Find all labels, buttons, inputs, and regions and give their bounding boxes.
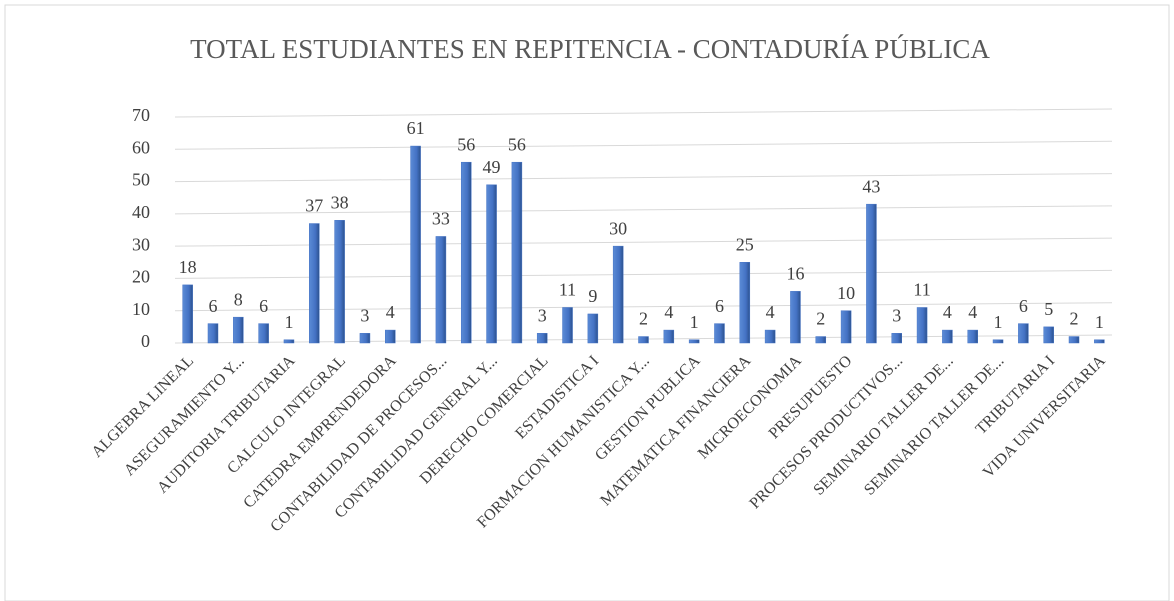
data-label: 56	[508, 134, 526, 154]
data-label: 6	[715, 296, 724, 316]
bar	[992, 339, 1004, 344]
data-label: 6	[259, 296, 268, 316]
bar	[967, 329, 978, 344]
bar	[435, 236, 447, 344]
bar	[1018, 323, 1029, 344]
y-tick-label: 60	[132, 137, 150, 157]
data-label: 4	[664, 302, 673, 322]
data-label: 3	[892, 305, 901, 325]
data-label: 33	[432, 209, 450, 229]
grid-line	[174, 237, 1113, 247]
bar	[764, 329, 776, 344]
data-label: 3	[538, 305, 547, 325]
bar	[182, 284, 193, 344]
data-label: 3	[360, 305, 369, 325]
data-label: 11	[559, 280, 576, 300]
bar	[309, 223, 320, 344]
bar	[410, 145, 421, 344]
bar	[942, 329, 953, 344]
bar	[866, 203, 877, 344]
bar	[486, 184, 497, 344]
data-label: 8	[234, 289, 243, 309]
bar	[258, 323, 269, 344]
y-tick-label: 0	[141, 331, 150, 351]
grid-line	[174, 302, 1113, 312]
data-label: 4	[766, 302, 775, 322]
y-tick-label: 10	[132, 299, 150, 319]
bar	[587, 313, 599, 344]
data-label: 38	[331, 192, 349, 212]
bar	[334, 220, 345, 344]
y-tick-label: 50	[132, 170, 150, 190]
grid-line	[174, 140, 1113, 150]
data-label: 2	[1070, 309, 1079, 329]
chart-frame	[4, 4, 1170, 601]
grid-line	[174, 269, 1113, 279]
data-label: 49	[483, 157, 501, 177]
data-label: 61	[407, 118, 425, 138]
grid-line	[174, 108, 1113, 118]
data-label: 37	[305, 196, 323, 216]
data-label: 2	[639, 309, 648, 329]
bar	[714, 323, 725, 344]
y-tick-label: 30	[132, 234, 150, 254]
chart-title: TOTAL ESTUDIANTES EN REPITENCIA - CONTAD…	[190, 34, 990, 64]
bar	[385, 329, 396, 344]
y-tick-label: 70	[132, 105, 150, 125]
bar	[891, 333, 902, 344]
bar	[638, 336, 649, 344]
bar	[612, 245, 624, 344]
bar	[511, 161, 523, 344]
y-tick-label: 20	[132, 267, 150, 287]
bar	[688, 339, 700, 344]
data-label: 1	[1095, 312, 1104, 332]
data-label: 30	[609, 218, 627, 238]
data-label: 25	[736, 234, 754, 254]
data-label: 1	[690, 312, 699, 332]
grid-line	[174, 205, 1113, 215]
data-label: 10	[837, 283, 855, 303]
data-label: 4	[386, 302, 395, 322]
data-label: 43	[862, 176, 880, 196]
bar	[562, 307, 573, 344]
bar	[739, 262, 751, 344]
grid-line	[174, 173, 1113, 183]
data-label: 9	[588, 286, 597, 306]
data-label: 6	[1019, 296, 1028, 316]
bar	[359, 333, 371, 344]
data-label: 2	[816, 309, 825, 329]
data-label: 11	[913, 280, 930, 300]
data-label: 5	[1044, 299, 1053, 319]
data-label: 56	[457, 134, 475, 154]
data-label: 18	[179, 257, 197, 277]
data-label: 1	[284, 312, 293, 332]
data-label: 4	[968, 302, 977, 322]
data-label: 6	[208, 296, 217, 316]
bar	[233, 316, 244, 344]
bar	[790, 291, 801, 344]
bar	[916, 307, 928, 344]
data-label: 16	[786, 263, 804, 283]
bar	[815, 336, 827, 344]
bar	[536, 333, 548, 344]
bar	[663, 329, 675, 344]
bar	[1068, 336, 1080, 344]
y-tick-label: 40	[132, 202, 150, 222]
bar	[1043, 326, 1054, 344]
data-label: 4	[943, 302, 952, 322]
bar	[1094, 339, 1105, 344]
bar	[840, 310, 852, 344]
bar	[283, 339, 295, 344]
bar	[460, 161, 472, 344]
bar	[207, 323, 219, 344]
data-label: 1	[994, 312, 1003, 332]
